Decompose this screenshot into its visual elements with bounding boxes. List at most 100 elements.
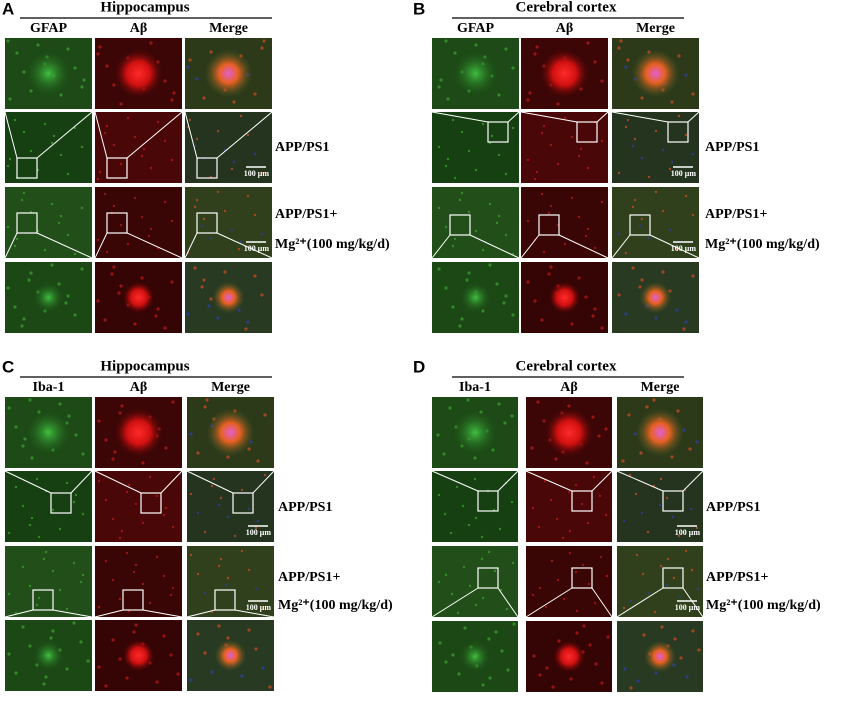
zoom-line xyxy=(52,609,93,618)
zoom-box xyxy=(106,212,128,234)
zoom-box xyxy=(196,157,218,179)
plaque xyxy=(114,408,163,457)
speckle xyxy=(58,588,62,592)
speckle xyxy=(665,583,669,587)
speckle xyxy=(162,634,166,638)
speckle xyxy=(592,475,596,479)
speckle xyxy=(474,516,478,520)
speckle xyxy=(451,118,455,122)
micrograph xyxy=(95,187,182,258)
speckle xyxy=(73,66,77,70)
speckle xyxy=(171,400,175,404)
speckle xyxy=(536,400,540,404)
speckle xyxy=(684,194,688,198)
speckle xyxy=(81,512,85,516)
speckle xyxy=(22,130,26,134)
zoom-line xyxy=(4,111,18,159)
speckle xyxy=(203,591,207,595)
speckle xyxy=(661,148,665,152)
speckle xyxy=(629,599,633,603)
panel-title: Hippocampus xyxy=(100,358,189,374)
plaque xyxy=(636,408,684,457)
plaque xyxy=(459,640,491,673)
speckle xyxy=(133,135,137,139)
zoom-line xyxy=(4,232,18,259)
zoom-box xyxy=(214,589,236,611)
speckle xyxy=(510,500,514,504)
speckle xyxy=(22,317,26,321)
speckle xyxy=(13,118,17,122)
speckle xyxy=(156,307,160,311)
scale-bar-label: 100 μm xyxy=(675,603,701,612)
speckle xyxy=(111,638,115,642)
speckle xyxy=(216,316,220,320)
speckle xyxy=(462,565,466,569)
speckle xyxy=(684,320,688,324)
speckle xyxy=(624,125,628,129)
speckle xyxy=(624,251,628,255)
zoom-line xyxy=(682,470,704,492)
speckle xyxy=(660,625,664,629)
speckle xyxy=(247,568,251,572)
speckle xyxy=(574,483,578,487)
speckle xyxy=(96,238,100,242)
speckle xyxy=(65,607,69,611)
plaque xyxy=(451,408,499,457)
scale-bar-label: 100 μm xyxy=(246,528,272,537)
zoom-line xyxy=(431,234,451,259)
zoom-line xyxy=(252,470,275,494)
speckle xyxy=(51,629,55,633)
speckle xyxy=(97,605,101,609)
speckle xyxy=(15,237,19,241)
column-header: Merge xyxy=(211,380,250,395)
zoom-line xyxy=(497,587,519,618)
speckle xyxy=(216,190,220,194)
speckle xyxy=(626,58,630,62)
plaque xyxy=(553,640,585,673)
speckle xyxy=(193,266,197,270)
speckle xyxy=(436,433,440,437)
row-label: APP/PS1+ xyxy=(706,570,768,585)
speckle xyxy=(450,592,454,596)
column-header: Merge xyxy=(636,21,675,36)
speckle xyxy=(244,327,248,331)
speckle xyxy=(27,278,31,282)
speckle xyxy=(64,301,68,305)
speckle xyxy=(149,166,153,170)
plaque xyxy=(32,281,65,314)
speckle xyxy=(80,145,84,149)
speckle xyxy=(605,574,609,578)
speckle xyxy=(497,153,501,157)
speckle xyxy=(691,274,695,278)
speckle xyxy=(570,135,574,139)
speckle xyxy=(582,624,586,628)
speckle xyxy=(132,630,136,634)
speckle xyxy=(156,120,160,124)
speckle xyxy=(622,606,626,610)
plaque xyxy=(24,408,73,457)
speckle xyxy=(638,285,642,289)
speckle xyxy=(155,555,159,559)
speckle xyxy=(526,158,530,162)
scale-bar-label: 100 μm xyxy=(244,244,270,253)
speckle xyxy=(104,438,108,442)
speckle xyxy=(237,247,241,251)
speckle xyxy=(466,398,470,402)
speckle xyxy=(125,490,129,494)
speckle xyxy=(105,64,109,68)
speckle xyxy=(481,596,485,600)
speckle xyxy=(51,508,55,512)
zoom-box xyxy=(232,492,254,514)
speckle xyxy=(7,406,11,410)
speckle xyxy=(556,578,560,582)
speckle xyxy=(549,204,553,208)
zoom-line xyxy=(36,232,93,259)
speckle xyxy=(51,569,55,573)
speckle xyxy=(535,170,539,174)
speckle xyxy=(79,640,83,644)
panel-title: Cerebral cortex xyxy=(516,0,617,15)
speckle xyxy=(74,493,78,497)
speckle xyxy=(474,43,478,47)
speckle xyxy=(444,573,448,577)
speckle xyxy=(216,129,220,133)
